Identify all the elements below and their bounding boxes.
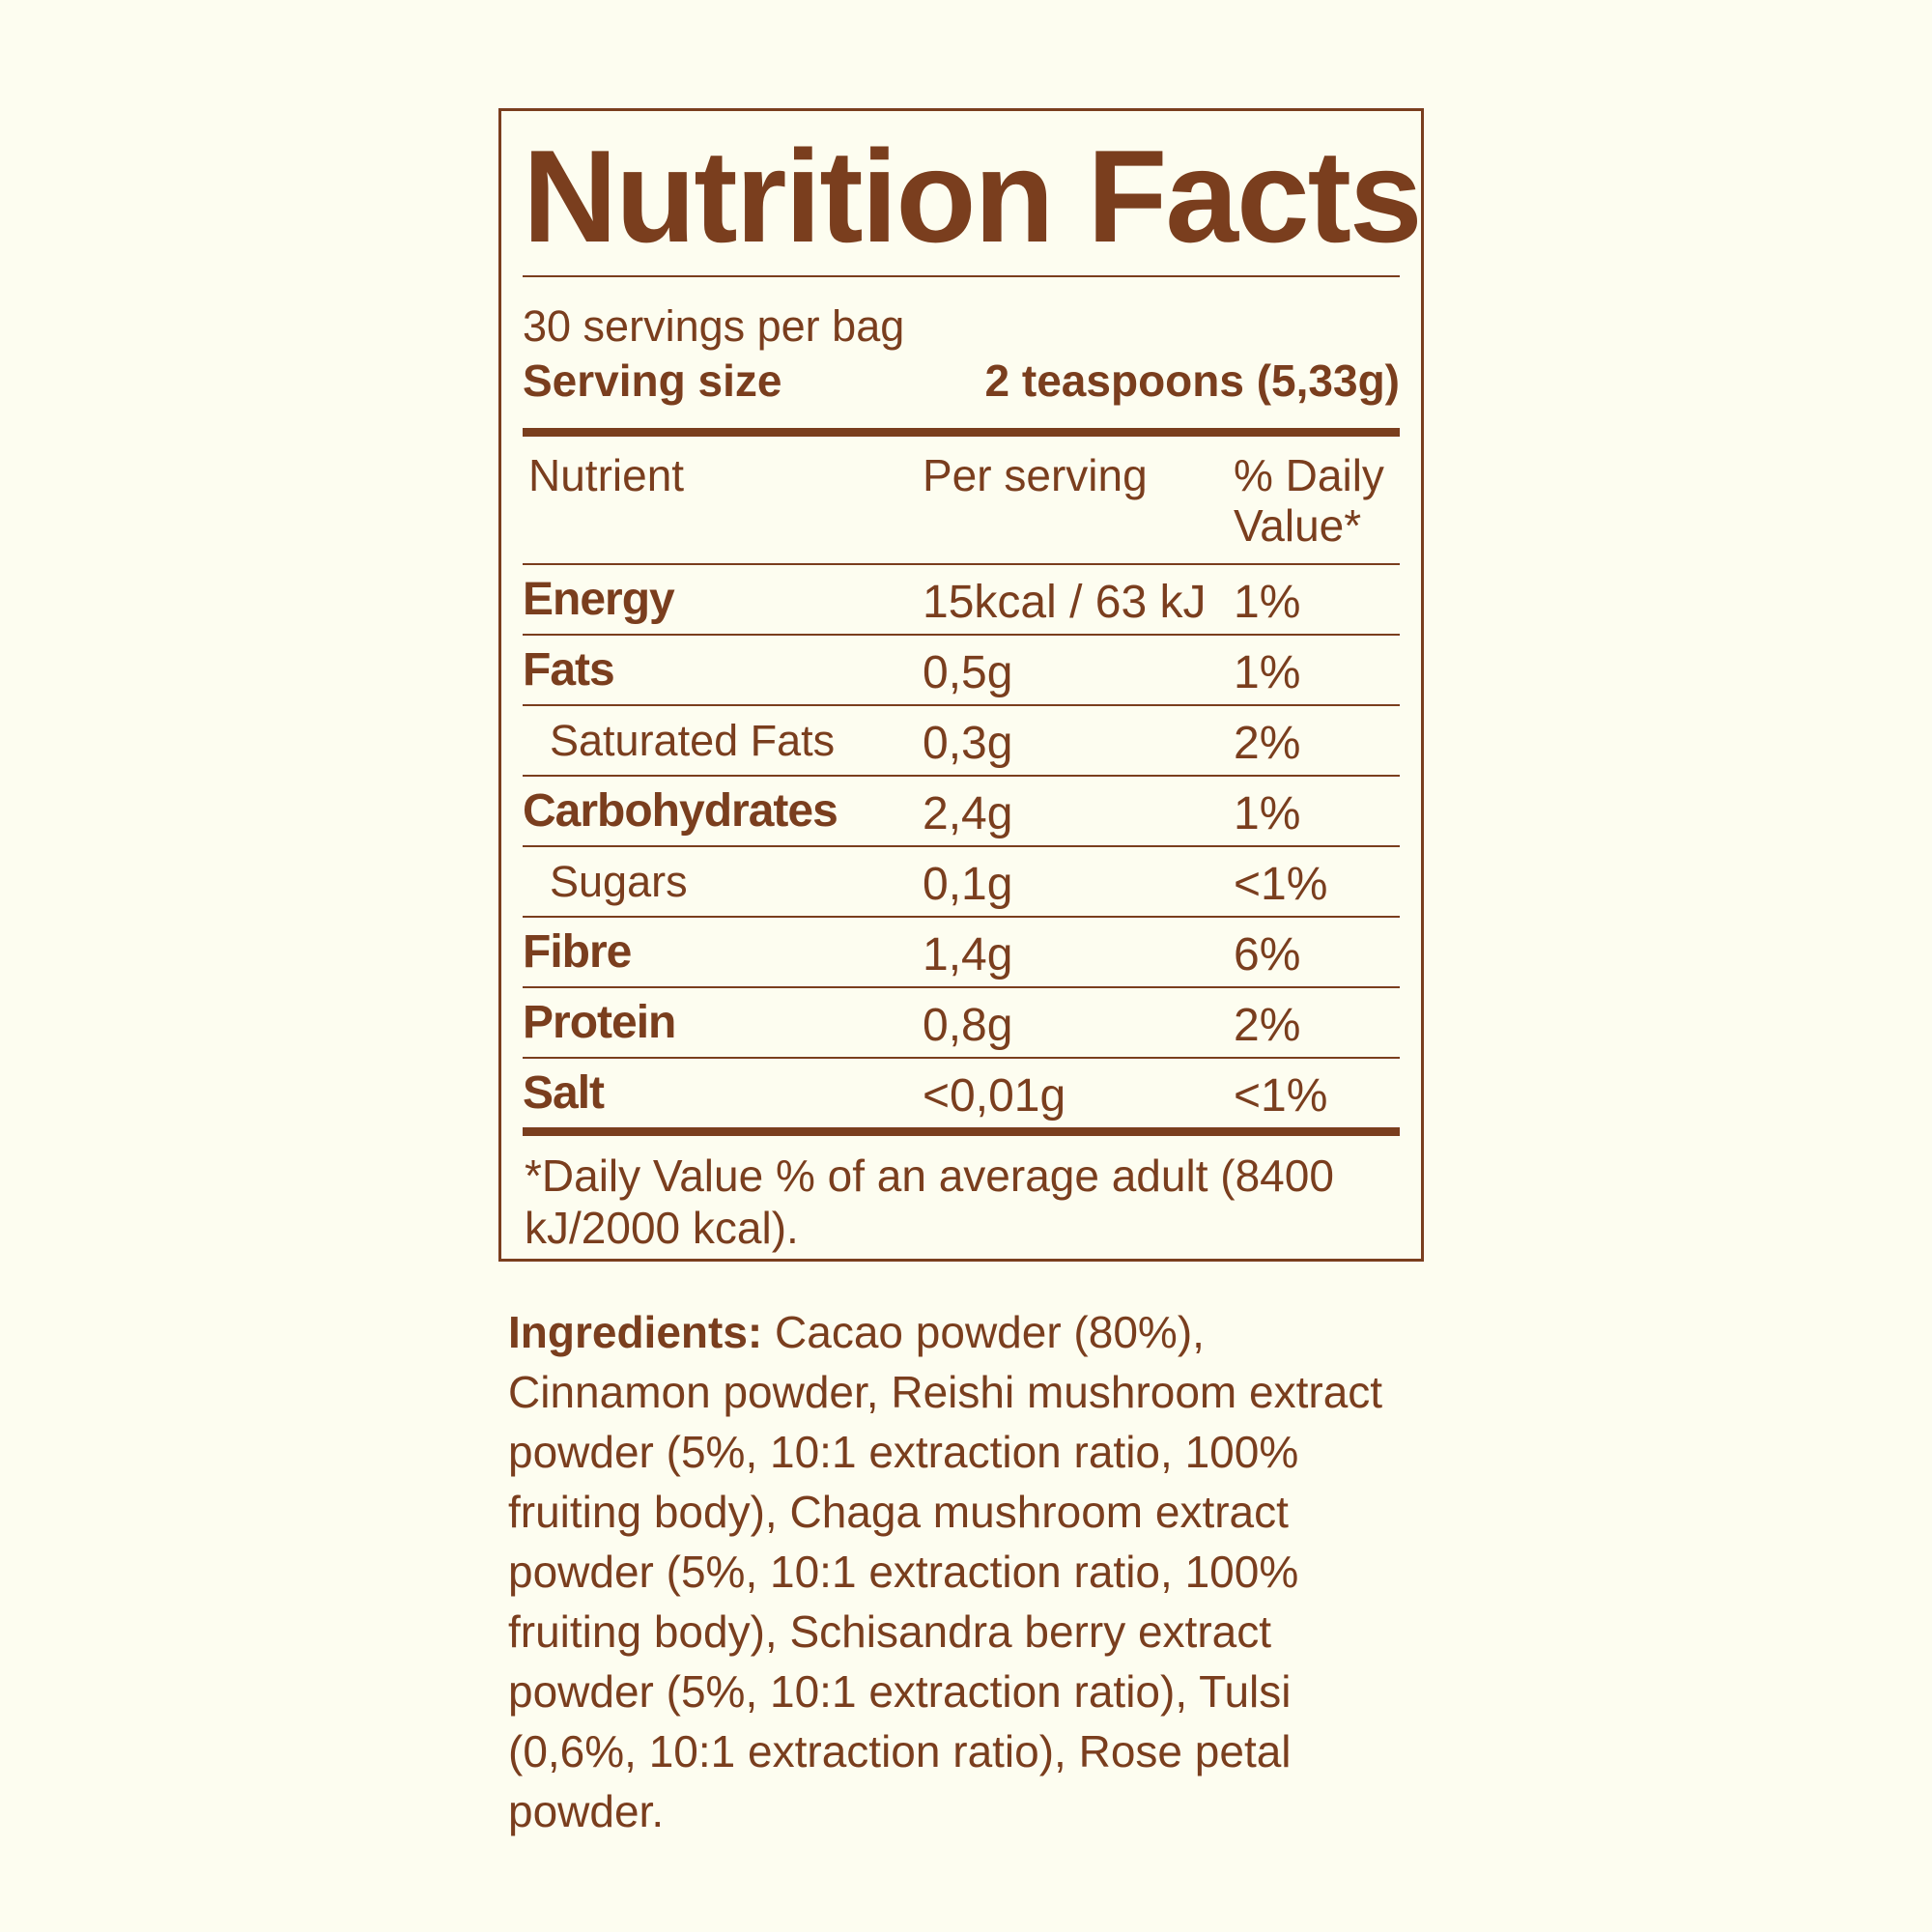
nutrient-amount: 15kcal / 63 kJ <box>923 577 1207 628</box>
header-per-serving: Per serving <box>923 450 1148 500</box>
nutrient-daily-value: <1% <box>1234 859 1328 910</box>
nutrient-amount: 0,5g <box>923 647 1013 698</box>
nutrient-row-energy: Energy 15kcal / 63 kJ 1% <box>523 565 1400 636</box>
serving-divider <box>523 428 1400 437</box>
nutrient-amount: 0,8g <box>923 1000 1013 1051</box>
ingredients-text: Cacao powder (80%), Cinnamon powder, Rei… <box>508 1307 1383 1836</box>
nutrient-name: Protein <box>523 997 676 1048</box>
nutrient-row-protein: Protein 0,8g 2% <box>523 988 1400 1059</box>
nutrient-name: Fats <box>523 644 615 696</box>
nutrient-amount: 0,3g <box>923 718 1013 769</box>
nutrient-daily-value: 2% <box>1234 1000 1301 1051</box>
nutrient-row-salt: Salt <0,01g <1% <box>523 1059 1400 1127</box>
ingredients-label: Ingredients: <box>508 1307 763 1357</box>
nutrient-name: Saturated Fats <box>550 715 836 765</box>
servings-per-container: 30 servings per bag <box>523 301 905 351</box>
nutrient-row-fibre: Fibre 1,4g 6% <box>523 918 1400 988</box>
daily-value-footnote: *Daily Value % of an average adult (8400… <box>525 1151 1334 1253</box>
nutrient-name: Energy <box>523 574 675 625</box>
nutrient-daily-value: 6% <box>1234 929 1301 980</box>
nutrient-name: Sugars <box>550 856 688 906</box>
nutrient-row-sugars: Sugars 0,1g <1% <box>523 847 1400 918</box>
nutrient-daily-value: 1% <box>1234 647 1301 698</box>
nutrient-amount: 0,1g <box>923 859 1013 910</box>
nutrition-facts-panel: Nutrition Facts 30 servings per bag Serv… <box>498 108 1424 1262</box>
header-divider <box>523 563 1400 565</box>
nutrient-amount: <0,01g <box>923 1070 1066 1122</box>
serving-size-row: Serving size 2 teaspoons (5,33g) <box>523 353 1400 409</box>
header-daily-value: % Daily Value* <box>1234 450 1384 551</box>
nutrient-daily-value: 2% <box>1234 718 1301 769</box>
nutrient-daily-value: 1% <box>1234 788 1301 839</box>
nutrient-row-saturated-fats: Saturated Fats 0,3g 2% <box>523 706 1400 777</box>
table-header: Nutrient Per serving % Daily Value* <box>523 437 1400 563</box>
nutrient-name: Fibre <box>523 926 632 978</box>
table-bottom-divider <box>523 1127 1400 1136</box>
nutrient-daily-value: 1% <box>1234 577 1301 628</box>
nutrient-amount: 2,4g <box>923 788 1013 839</box>
nutrient-row-fats: Fats 0,5g 1% <box>523 636 1400 706</box>
nutrient-name: Carbohydrates <box>523 785 838 837</box>
nutrient-amount: 1,4g <box>923 929 1013 980</box>
ingredients-block: Ingredients: Cacao powder (80%), Cinnamo… <box>508 1302 1416 1841</box>
nutrition-title: Nutrition Facts <box>523 123 1423 270</box>
nutrient-row-carbohydrates: Carbohydrates 2,4g 1% <box>523 777 1400 847</box>
header-nutrient: Nutrient <box>528 450 685 500</box>
title-divider <box>523 275 1400 277</box>
nutrient-name: Salt <box>523 1067 605 1119</box>
serving-size-value: 2 teaspoons (5,33g) <box>984 355 1400 406</box>
serving-size-label: Serving size <box>523 355 782 406</box>
nutrient-daily-value: <1% <box>1234 1070 1328 1122</box>
